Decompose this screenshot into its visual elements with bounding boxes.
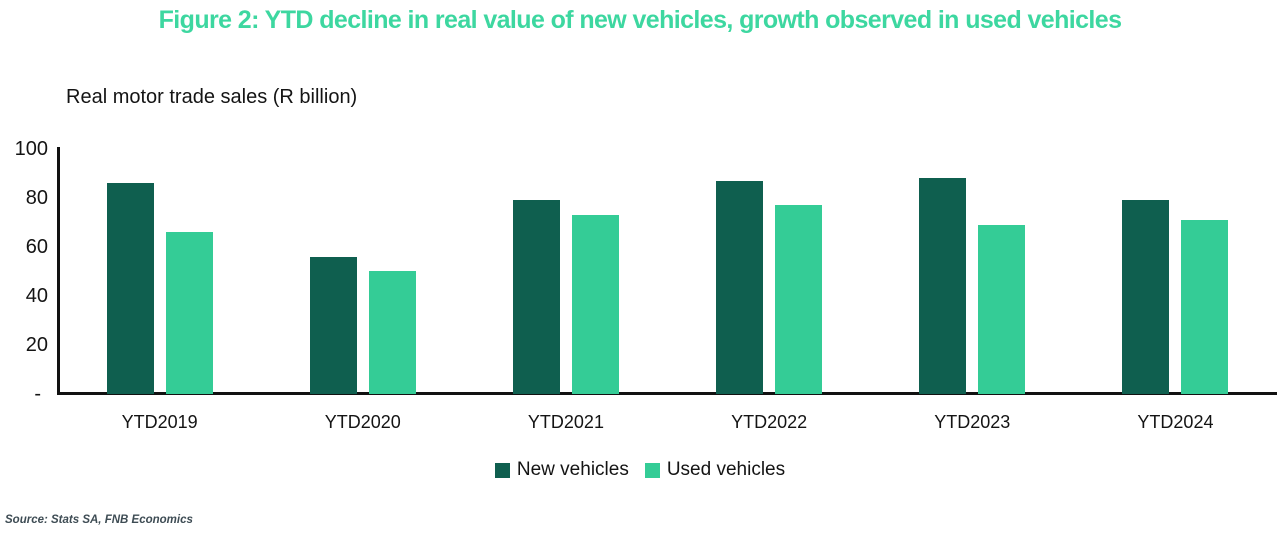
x-label-YTD2019: YTD2019 — [121, 412, 198, 432]
y-tick-label-20: 20 — [25, 334, 48, 356]
bar-group-YTD2021 — [464, 147, 667, 394]
x-axis-category-labels: YTD2019 YTD2020 YTD2021 YTD2022 YTD2023 YTD20… — [58, 412, 1277, 433]
legend-swatch-used-vehicles — [644, 462, 660, 478]
legend-label-used-vehicles: Used vehicles — [666, 459, 786, 480]
source-note: Source: Stats SA, FNB Economics — [5, 514, 193, 526]
y-tick-label-60: 60 — [25, 236, 48, 258]
chart-legend: New vehicles Used vehicles — [0, 456, 1280, 484]
bar-new-vehicles-YTD2020 — [309, 257, 357, 394]
axis-title: Real motor trade sales (R billion) — [66, 86, 358, 108]
x-label-YTD2021: YTD2021 — [527, 412, 604, 432]
bar-new-vehicles-YTD2021 — [512, 200, 560, 394]
bar-used-vehicles-YTD2019 — [165, 232, 213, 394]
bar-used-vehicles-YTD2023 — [978, 225, 1026, 394]
bar-new-vehicles-YTD2019 — [106, 183, 154, 394]
chart-title: Figure 2: YTD decline in real value of n… — [158, 6, 1122, 34]
plot-area — [58, 147, 1277, 394]
x-label-YTD2024: YTD2024 — [1137, 412, 1214, 432]
x-label-YTD2022: YTD2022 — [731, 412, 808, 432]
y-tick-label-80: 80 — [25, 187, 48, 209]
bar-group-YTD2020 — [261, 147, 464, 394]
x-label-YTD2023: YTD2023 — [934, 412, 1011, 432]
bar-used-vehicles-YTD2021 — [571, 215, 619, 394]
bar-used-vehicles-YTD2022 — [775, 205, 823, 394]
bar-group-YTD2022 — [668, 147, 871, 394]
legend-swatch-new-vehicles — [494, 462, 510, 478]
legend-label-new-vehicles: New vehicles — [516, 459, 629, 480]
y-axis-line — [57, 147, 60, 395]
bar-group-YTD2024 — [1074, 147, 1277, 394]
x-label-YTD2020: YTD2020 — [324, 412, 401, 432]
y-axis-tick-labels: 100 80 60 40 20 - — [0, 0, 48, 420]
bar-group-YTD2023 — [871, 147, 1074, 394]
y-tick-label-40: 40 — [25, 285, 48, 307]
x-axis-line — [57, 392, 1277, 395]
legend-entry-new-vehicles: New vehicles — [494, 459, 629, 481]
bar-used-vehicles-YTD2024 — [1181, 220, 1229, 394]
bar-group-YTD2019 — [58, 147, 261, 394]
legend-entry-used-vehicles: Used vehicles — [644, 459, 786, 481]
y-tick-label-0: - — [34, 383, 41, 405]
y-tick-label-100: 100 — [14, 138, 48, 160]
bar-new-vehicles-YTD2023 — [919, 178, 967, 394]
bar-new-vehicles-YTD2024 — [1122, 200, 1170, 394]
bar-new-vehicles-YTD2022 — [716, 181, 764, 394]
bar-used-vehicles-YTD2020 — [368, 271, 416, 394]
